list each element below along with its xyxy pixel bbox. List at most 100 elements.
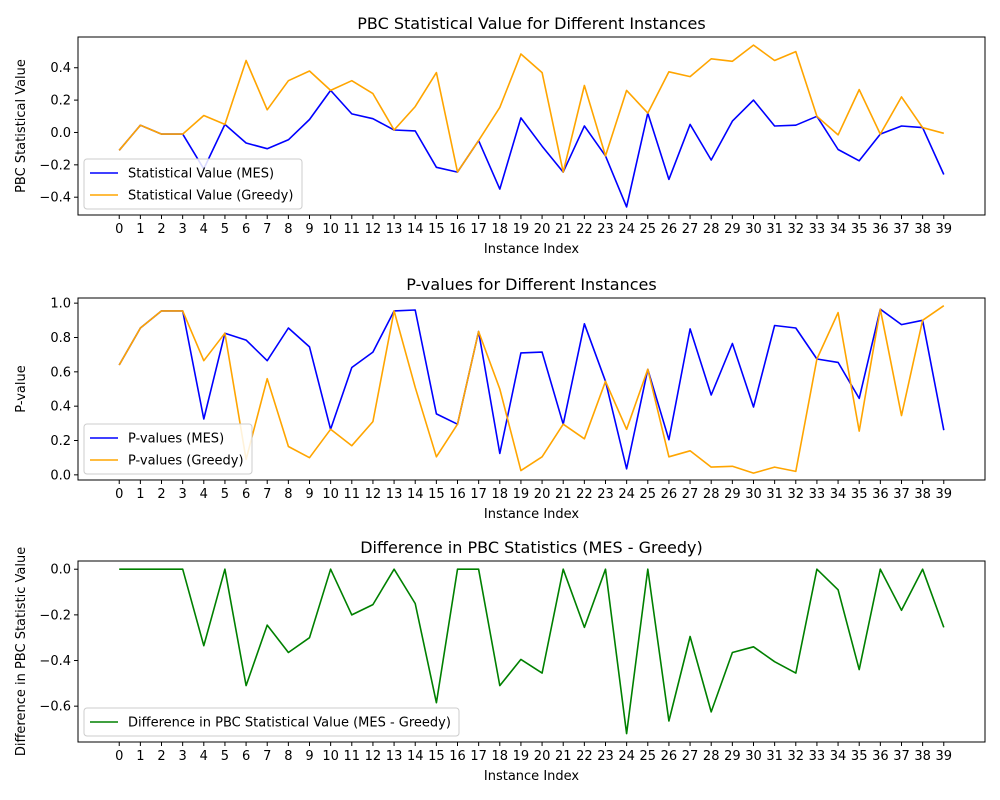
legend: Statistical Value (MES) Statistical Value…: [83, 158, 303, 210]
x-tick-label: 36: [872, 749, 889, 764]
x-tick-label: 37: [893, 487, 910, 502]
x-tick-label: 29: [724, 749, 741, 764]
plot-frame: [77, 560, 986, 743]
y-tick-label: 0.2: [50, 94, 71, 109]
series-line-2: [118, 305, 945, 474]
x-tick-label: 9: [305, 749, 313, 764]
x-axis-label: Instance Index: [484, 769, 580, 784]
legend-label-1: P-values (MES): [128, 432, 224, 447]
x-tick-label: 12: [365, 222, 382, 237]
x-tick-label: 22: [576, 487, 593, 502]
series-line-1: [119, 568, 945, 735]
x-tick-label: 12: [365, 487, 382, 502]
x-tick-label: 7: [263, 487, 271, 502]
x-tick-label: 7: [263, 222, 271, 237]
x-tick-label: 8: [284, 749, 292, 764]
y-tick-label: 1.0: [50, 297, 71, 312]
legend: P-values (MES) P-values (Greedy): [83, 423, 253, 475]
x-tick-label: 18: [492, 487, 509, 502]
x-tick-label: 21: [555, 749, 572, 764]
x-tick-label: 10: [322, 749, 339, 764]
y-tick-label: 0.4: [50, 400, 71, 415]
x-tick-label: 13: [386, 222, 403, 237]
legend-label-1: Statistical Value (MES): [128, 167, 274, 182]
legend-label-2: Statistical Value (Greedy): [128, 189, 293, 204]
x-tick-label: 28: [703, 487, 720, 502]
x-tick-label: 35: [851, 749, 868, 764]
x-tick-label: 23: [597, 487, 614, 502]
x-tick-label: 19: [513, 487, 530, 502]
x-tick-label: 0: [115, 749, 123, 764]
x-tick-label: 35: [851, 487, 868, 502]
x-tick-label: 39: [935, 749, 952, 764]
x-tick-label: 18: [492, 749, 509, 764]
x-tick-label: 25: [640, 749, 657, 764]
x-tick-label: 19: [513, 222, 530, 237]
x-axis-label: Instance Index: [484, 242, 580, 257]
x-tick-label: 1: [136, 222, 144, 237]
x-tick-label: 1: [136, 487, 144, 502]
subplot-title: P-values for Different Instances: [406, 275, 656, 294]
x-tick-label: 18: [492, 222, 509, 237]
x-tick-label: 26: [661, 487, 678, 502]
x-tick-label: 26: [661, 222, 678, 237]
x-tick-label: 15: [428, 487, 445, 502]
x-tick-label: 20: [534, 487, 551, 502]
x-tick-label: 8: [284, 222, 292, 237]
legend-box: [83, 423, 253, 475]
x-tick-label: 27: [682, 487, 699, 502]
x-tick-label: 31: [766, 222, 783, 237]
y-tick-label: −0.2: [39, 158, 71, 173]
x-tick-label: 38: [914, 749, 931, 764]
y-tick-label: −0.4: [39, 191, 71, 206]
x-tick-label: 39: [935, 487, 952, 502]
plot-frame: [77, 36, 986, 216]
x-tick-label: 9: [305, 222, 313, 237]
x-tick-label: 23: [597, 749, 614, 764]
y-axis-label: P-value: [14, 365, 29, 412]
x-tick-label: 14: [407, 749, 424, 764]
x-tick-label: 34: [830, 487, 847, 502]
y-tick-label: 0.0: [50, 126, 71, 141]
plot-frame: [77, 297, 986, 481]
x-tick-label: 16: [449, 749, 466, 764]
x-tick-label: 33: [809, 487, 826, 502]
x-tick-label: 36: [872, 222, 889, 237]
x-tick-label: 11: [344, 222, 361, 237]
x-tick-label: 12: [365, 749, 382, 764]
y-axis-label: PBC Statistical Value: [14, 59, 29, 193]
x-tick-label: 22: [576, 749, 593, 764]
x-tick-label: 35: [851, 222, 868, 237]
x-tick-label: 1: [136, 749, 144, 764]
x-tick-label: 29: [724, 222, 741, 237]
x-tick-label: 37: [893, 749, 910, 764]
x-tick-label: 16: [449, 222, 466, 237]
x-tick-label: 36: [872, 487, 889, 502]
x-tick-label: 17: [470, 487, 487, 502]
x-tick-label: 24: [618, 487, 635, 502]
x-tick-label: 6: [242, 487, 250, 502]
x-tick-label: 34: [830, 222, 847, 237]
x-tick-label: 30: [745, 487, 762, 502]
legend-box: [83, 707, 460, 737]
x-tick-label: 38: [914, 222, 931, 237]
x-axis-label: Instance Index: [484, 507, 580, 522]
x-tick-label: 29: [724, 487, 741, 502]
x-tick-label: 14: [407, 487, 424, 502]
x-tick-label: 0: [115, 487, 123, 502]
x-tick-label: 21: [555, 222, 572, 237]
y-tick-label: 0.0: [50, 563, 71, 578]
y-tick-label: −0.2: [39, 608, 71, 623]
x-tick-label: 4: [200, 749, 208, 764]
x-tick-label: 5: [221, 222, 229, 237]
x-tick-label: 32: [788, 222, 805, 237]
x-tick-label: 34: [830, 749, 847, 764]
legend-box: [83, 158, 303, 210]
x-tick-label: 3: [179, 222, 187, 237]
y-tick-label: −0.4: [39, 654, 71, 669]
x-tick-label: 37: [893, 222, 910, 237]
x-tick-label: 28: [703, 749, 720, 764]
series-line-2: [118, 44, 945, 173]
x-tick-label: 24: [618, 222, 635, 237]
